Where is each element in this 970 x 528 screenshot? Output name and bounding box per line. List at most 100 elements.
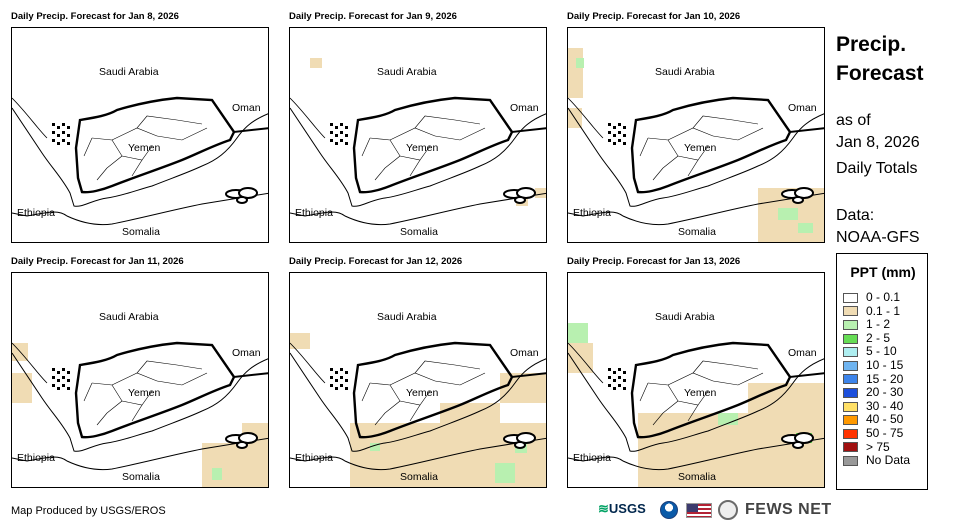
legend-item: 50 - 75 bbox=[843, 426, 903, 440]
admin-boundary bbox=[687, 159, 699, 177]
admin-boundary bbox=[667, 372, 714, 386]
label-ethiopia: Ethiopia bbox=[17, 452, 55, 464]
admin-boundary bbox=[434, 127, 486, 141]
label-saudi-arabia: Saudi Arabia bbox=[377, 311, 437, 323]
small-island bbox=[345, 126, 348, 129]
admin-boundary bbox=[96, 412, 108, 426]
as-of-text: as of bbox=[836, 112, 871, 129]
coastline bbox=[290, 352, 546, 452]
small-island bbox=[623, 142, 626, 145]
small-island bbox=[613, 379, 616, 382]
small-island bbox=[608, 123, 611, 126]
small-island bbox=[618, 139, 621, 142]
socotra-island bbox=[516, 187, 536, 199]
red-sea-coast bbox=[12, 342, 48, 384]
small-island bbox=[52, 384, 55, 387]
coastline bbox=[290, 107, 546, 207]
label-yemen: Yemen bbox=[406, 142, 439, 154]
admin-boundary bbox=[374, 167, 386, 181]
legend-label: 0 - 0.1 bbox=[866, 290, 901, 304]
red-sea-coast bbox=[12, 97, 48, 139]
data-label: Data: bbox=[836, 207, 875, 224]
coastline bbox=[568, 107, 824, 207]
legend-item: 15 - 20 bbox=[843, 372, 903, 386]
small-island bbox=[623, 126, 626, 129]
admin-boundary bbox=[369, 137, 401, 169]
small-island bbox=[335, 126, 338, 129]
label-ethiopia: Ethiopia bbox=[17, 207, 55, 219]
socotra-island bbox=[792, 196, 804, 204]
small-island bbox=[330, 131, 333, 134]
data-source: NOAA-GFS bbox=[836, 229, 920, 246]
yemen-border bbox=[630, 341, 792, 439]
label-ethiopia: Ethiopia bbox=[295, 452, 333, 464]
label-somalia: Somalia bbox=[678, 471, 716, 483]
panel-title: Daily Precip. Forecast for Jan 11, 2026 bbox=[11, 256, 184, 267]
map-frame: Saudi Arabia Oman Yemen Ethiopia Somalia bbox=[567, 27, 825, 243]
basemap bbox=[568, 96, 824, 226]
small-island bbox=[340, 139, 343, 142]
panel-title: Daily Precip. Forecast for Jan 10, 2026 bbox=[567, 11, 741, 22]
small-island bbox=[608, 368, 611, 371]
admin-boundary bbox=[409, 404, 421, 422]
small-island bbox=[67, 134, 70, 137]
small-island bbox=[335, 387, 338, 390]
small-island bbox=[608, 384, 611, 387]
label-saudi-arabia: Saudi Arabia bbox=[655, 66, 715, 78]
small-island bbox=[608, 376, 611, 379]
legend-item: > 75 bbox=[843, 440, 890, 454]
coastline bbox=[568, 352, 824, 452]
label-saudi-arabia: Saudi Arabia bbox=[99, 66, 159, 78]
admin-boundary bbox=[434, 372, 486, 386]
panel-title: Daily Precip. Forecast for Jan 12, 2026 bbox=[289, 256, 463, 267]
admin-boundary bbox=[83, 382, 93, 402]
small-island bbox=[345, 142, 348, 145]
admin-boundary bbox=[647, 137, 679, 169]
socotra-island bbox=[794, 432, 814, 444]
us-flag-icon bbox=[686, 503, 712, 518]
africa-coast bbox=[568, 192, 824, 226]
admin-boundary bbox=[652, 167, 664, 181]
legend-label: 50 - 75 bbox=[866, 426, 904, 440]
legend-item: 10 - 15 bbox=[843, 358, 903, 372]
small-island bbox=[345, 371, 348, 374]
small-island bbox=[618, 123, 621, 126]
oman-border bbox=[767, 99, 824, 134]
oman-border bbox=[211, 99, 268, 134]
admin-boundary bbox=[91, 382, 123, 414]
precip-area bbox=[495, 463, 515, 483]
legend-swatch bbox=[843, 292, 858, 303]
small-island bbox=[57, 142, 60, 145]
red-sea-coast bbox=[568, 97, 604, 139]
legend-swatch bbox=[843, 401, 858, 412]
label-ethiopia: Ethiopia bbox=[573, 452, 611, 464]
legend-label: 10 - 15 bbox=[866, 358, 904, 372]
small-island bbox=[57, 134, 60, 137]
label-saudi-arabia: Saudi Arabia bbox=[655, 311, 715, 323]
legend-item: No Data bbox=[843, 453, 910, 467]
small-island bbox=[330, 139, 333, 142]
small-island bbox=[613, 387, 616, 390]
admin-boundary bbox=[374, 412, 386, 426]
usgs-logo: ≋USGS bbox=[598, 501, 646, 516]
small-island bbox=[335, 142, 338, 145]
small-island bbox=[340, 131, 343, 134]
admin-boundary bbox=[414, 115, 481, 129]
small-island bbox=[345, 134, 348, 137]
as-of-date: Jan 8, 2026 bbox=[836, 134, 920, 151]
precip-overlay bbox=[290, 333, 546, 487]
oman-border bbox=[489, 344, 546, 379]
legend-label: No Data bbox=[866, 453, 911, 468]
socotra-island bbox=[794, 187, 814, 199]
small-island bbox=[57, 371, 60, 374]
small-island bbox=[608, 131, 611, 134]
legend-item: 40 - 50 bbox=[843, 412, 903, 426]
legend-label: 15 - 20 bbox=[866, 371, 904, 386]
label-oman: Oman bbox=[232, 347, 261, 359]
small-island bbox=[335, 379, 338, 382]
oman-border bbox=[767, 344, 824, 379]
legend-swatch bbox=[843, 456, 858, 467]
basemap bbox=[568, 341, 824, 471]
coastline bbox=[12, 352, 268, 452]
legend-title: PPT (mm) bbox=[850, 264, 916, 280]
